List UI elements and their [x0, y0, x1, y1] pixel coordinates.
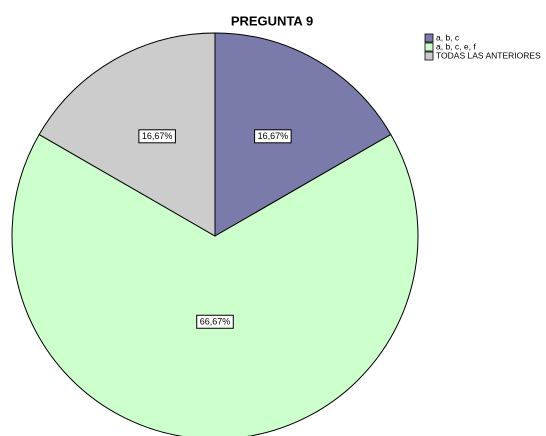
pie-slice	[214, 32, 392, 237]
data-label-box	[254, 129, 292, 144]
legend-label: TODAS LAS ANTERIORES	[436, 50, 541, 60]
legend-label: a, b, c	[436, 32, 460, 42]
legend-swatch	[424, 51, 434, 61]
legend-swatch	[424, 42, 434, 52]
data-label: 16,67%	[258, 131, 289, 141]
legend-swatch	[424, 33, 434, 43]
chart-title: PREGUNTA 9	[231, 13, 313, 28]
pie-slice	[11, 133, 419, 436]
data-label: 66,67%	[200, 317, 231, 327]
legend-label: a, b, c, e, f	[436, 41, 476, 51]
data-label-box	[196, 314, 234, 329]
pie-slice	[38, 32, 216, 237]
data-label: 16,67%	[142, 131, 173, 141]
data-label-box	[138, 129, 176, 144]
